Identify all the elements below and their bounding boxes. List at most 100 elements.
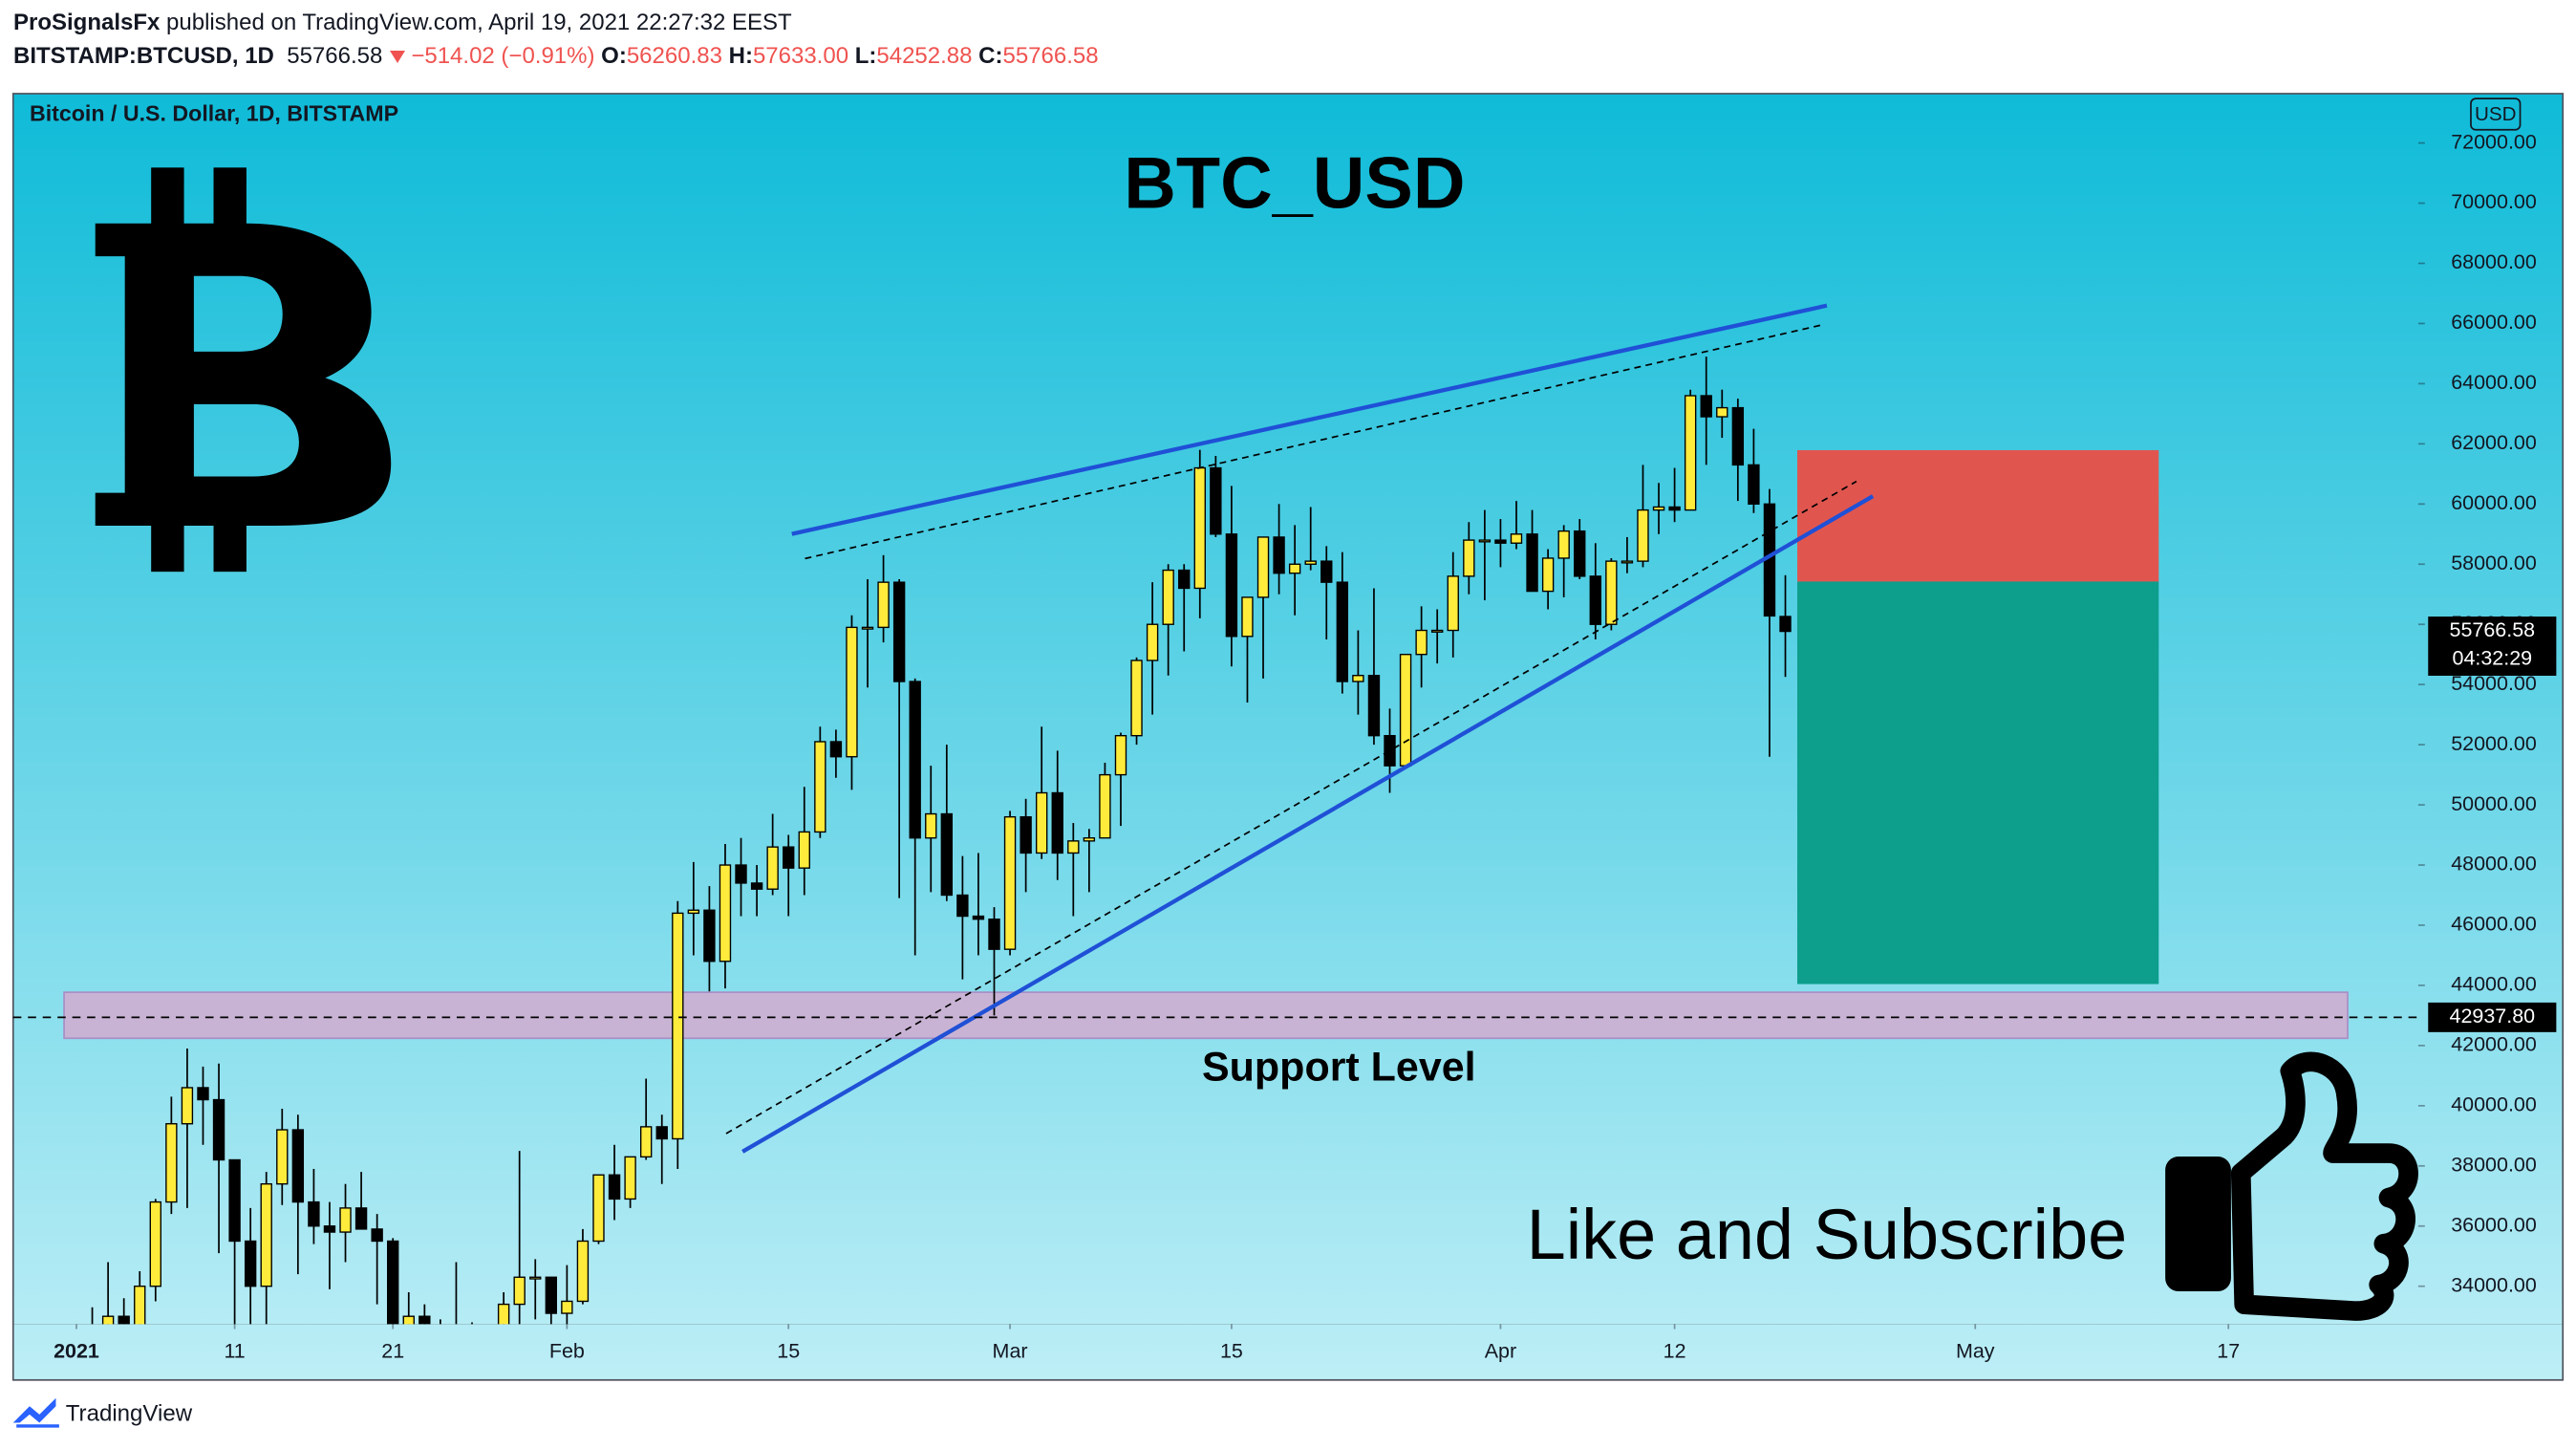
candle-body [783, 846, 795, 869]
published: published on TradingView.com, April 19, … [166, 10, 792, 35]
y-tick-label: 52000.00 [2451, 732, 2537, 755]
candle-body [988, 919, 1000, 950]
candle-body [592, 1174, 605, 1243]
candle-body [750, 882, 763, 890]
symbol: BITSTAMP:BTCUSD, 1D [13, 43, 274, 69]
candle-body [1320, 560, 1333, 583]
candle-body [419, 1315, 431, 1325]
candle-body [387, 1240, 399, 1325]
ohlc-key: C: [978, 43, 1003, 69]
author[interactable]: ProSignalsFx [13, 10, 161, 35]
target-zone [1797, 581, 2159, 984]
candle-body [719, 864, 732, 962]
candle-body [276, 1129, 289, 1185]
candle-body [1478, 539, 1492, 543]
candle-body [624, 1156, 636, 1200]
y-tick-label: 50000.00 [2451, 792, 2537, 815]
candles [71, 357, 1792, 1438]
tradingview-logo [12, 1397, 59, 1428]
candle-body [861, 626, 874, 630]
candle-body [1162, 569, 1174, 625]
candle-body [1716, 406, 1728, 418]
candle-body [1130, 660, 1143, 737]
candle-body [1099, 773, 1111, 839]
x-tick-label: Apr [1485, 1339, 1516, 1362]
candle-body [1557, 530, 1570, 559]
candle-body [1067, 840, 1080, 854]
candle-body [608, 1174, 621, 1200]
candle-body [339, 1207, 352, 1233]
candle-body [1494, 539, 1507, 544]
candle-body [1431, 629, 1444, 633]
candle-body [940, 812, 954, 897]
candle-body [1731, 406, 1745, 466]
candle-body [1241, 596, 1254, 638]
y-tick-label: 36000.00 [2451, 1213, 2537, 1236]
change: −514.02 (−0.91%) [411, 43, 595, 69]
y-tick-label: 64000.00 [2451, 371, 2537, 394]
candle-body [308, 1200, 320, 1227]
y-tick-label: 48000.00 [2451, 853, 2537, 876]
trend-line [741, 494, 1875, 1154]
candle-body [513, 1276, 526, 1306]
candle-body [1146, 623, 1159, 661]
x-tick-label: 2021 [54, 1339, 99, 1362]
y-tick-label: 42000.00 [2451, 1033, 2537, 1056]
y-tick-label: 66000.00 [2451, 311, 2537, 334]
candle-body [576, 1240, 590, 1303]
candle-body [1589, 575, 1601, 625]
annotation: Support Level [1202, 1044, 1476, 1090]
x-tick-label: 15 [777, 1339, 800, 1362]
candle-body [244, 1240, 257, 1287]
candle-body [1684, 395, 1697, 511]
candle-body [1415, 629, 1428, 656]
ohlc-key: H: [728, 43, 753, 69]
y-tick-label: 72000.00 [2451, 130, 2537, 153]
candle-body [1352, 675, 1364, 682]
candle-body [323, 1225, 336, 1233]
candle-body [228, 1158, 241, 1243]
price-line-label-box [2428, 1002, 2557, 1032]
y-tick-label: 44000.00 [2451, 973, 2537, 996]
candle-body [1193, 466, 1206, 590]
y-tick-label: 62000.00 [2451, 431, 2537, 454]
candle-body [1225, 533, 1238, 638]
y-tick-label: 38000.00 [2451, 1153, 2537, 1176]
y-tick-label: 58000.00 [2451, 551, 2537, 574]
candle-body [766, 846, 779, 890]
candle-body [71, 1425, 81, 1438]
candle-body [829, 741, 843, 758]
candle-body [1304, 560, 1317, 565]
candle-body [529, 1276, 542, 1280]
candle-body [1637, 508, 1649, 562]
annotation: Like and Subscribe [1527, 1195, 2128, 1274]
footer-brand[interactable]: TradingView [66, 1400, 193, 1426]
candle-body [846, 626, 858, 758]
last-price: 55766.58 [287, 43, 383, 69]
candle-body [497, 1303, 510, 1325]
candle-body [798, 831, 810, 869]
ohlc-key: O: [601, 43, 627, 69]
candle-body [1003, 815, 1017, 950]
thumbs-up-icon [2165, 1051, 2418, 1321]
x-tick-label: Mar [993, 1339, 1028, 1362]
ohlc-key: L: [854, 43, 877, 69]
candle-body [371, 1228, 383, 1243]
candle-body [291, 1129, 305, 1203]
x-tick-label: Feb [549, 1339, 585, 1362]
candle-body [1510, 533, 1523, 544]
y-tick-label: 70000.00 [2451, 190, 2537, 213]
candle-body [1051, 791, 1063, 854]
candle-body [134, 1286, 146, 1325]
candle-body [877, 581, 890, 629]
candle-body [672, 912, 684, 1140]
y-tick-label: 54000.00 [2451, 672, 2537, 695]
currency-box [2470, 97, 2522, 131]
candle-body [1779, 616, 1792, 633]
candle-body [956, 894, 969, 918]
x-tick-label: 17 [2217, 1339, 2240, 1362]
x-tick-label: May [1956, 1339, 1995, 1362]
candle-body [1574, 530, 1586, 577]
